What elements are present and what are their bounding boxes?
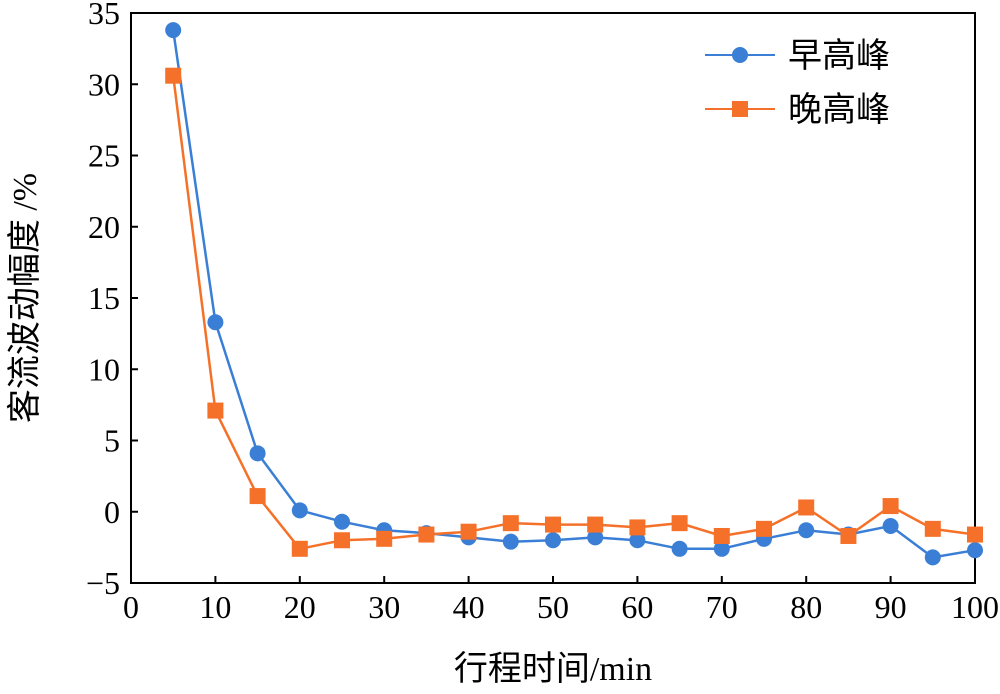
y-tick-label: 30	[88, 66, 120, 102]
data-point-morning-peak	[165, 22, 182, 39]
data-point-morning-peak	[924, 549, 941, 566]
y-tick-label: 10	[88, 351, 120, 387]
series-line-evening-peak	[171, 75, 976, 551]
x-tick-label: 10	[199, 589, 231, 625]
x-tick-label: 20	[284, 589, 316, 625]
x-tick-label: 90	[875, 589, 907, 625]
x-tick-label: 40	[453, 589, 485, 625]
data-point-evening-peak	[502, 515, 519, 532]
data-point-evening-peak	[334, 532, 350, 549]
data-point-morning-peak	[713, 540, 730, 557]
data-point-morning-peak	[671, 540, 688, 557]
data-point-morning-peak	[249, 445, 266, 462]
data-point-morning-peak	[587, 529, 604, 546]
legend: 早高峰 晚高峰	[705, 37, 890, 129]
x-tick-label: 50	[537, 589, 569, 625]
x-tick-label: 80	[790, 589, 822, 625]
y-tick-label: −5	[86, 565, 120, 601]
y-tick-label: 5	[104, 423, 120, 459]
data-point-evening-peak	[967, 526, 983, 543]
y-tick-label: 25	[88, 138, 120, 174]
data-point-evening-peak	[418, 526, 435, 543]
data-point-evening-peak	[924, 520, 941, 537]
y-tick-label: 15	[88, 280, 120, 316]
data-point-evening-peak	[249, 488, 266, 505]
data-point-evening-peak	[882, 498, 899, 515]
data-point-morning-peak	[502, 533, 519, 550]
data-point-evening-peak	[671, 515, 688, 532]
data-point-evening-peak	[798, 499, 815, 516]
x-tick-label: 100	[951, 589, 999, 625]
x-tick-label: 0	[123, 589, 139, 625]
data-point-evening-peak	[291, 540, 308, 557]
data-point-evening-peak	[207, 402, 224, 419]
legend-marker-evening	[732, 101, 748, 117]
y-axis-title: 客流波动幅度 /%	[6, 173, 44, 423]
x-axis-title: 行程时间/min	[454, 650, 652, 688]
data-point-evening-peak	[376, 530, 393, 547]
data-point-morning-peak	[291, 502, 308, 519]
data-point-morning-peak	[882, 518, 899, 534]
data-point-evening-peak	[545, 516, 561, 533]
y-tick-label: 35	[88, 0, 120, 31]
x-tick-label: 60	[621, 589, 653, 625]
data-point-evening-peak	[713, 527, 730, 544]
legend-label-evening: 晚高峰	[788, 91, 890, 129]
legend-label-morning: 早高峰	[788, 37, 890, 75]
series-markers	[165, 22, 983, 566]
data-point-evening-peak	[629, 519, 646, 536]
data-point-morning-peak	[967, 542, 983, 559]
y-tick-label: 0	[104, 494, 120, 530]
data-point-morning-peak	[629, 532, 646, 549]
legend-marker-morning	[732, 47, 748, 63]
y-tick-label: 20	[88, 209, 120, 245]
data-point-morning-peak	[798, 522, 815, 539]
x-tick-label: 30	[368, 589, 400, 625]
x-tick-label: 70	[706, 589, 738, 625]
data-point-evening-peak	[587, 516, 604, 533]
data-point-evening-peak	[756, 520, 772, 537]
data-point-morning-peak	[334, 513, 350, 530]
data-point-evening-peak	[460, 523, 477, 540]
data-point-evening-peak	[840, 527, 857, 544]
data-point-morning-peak	[545, 532, 561, 549]
data-point-morning-peak	[207, 314, 224, 331]
data-point-evening-peak	[165, 67, 182, 84]
